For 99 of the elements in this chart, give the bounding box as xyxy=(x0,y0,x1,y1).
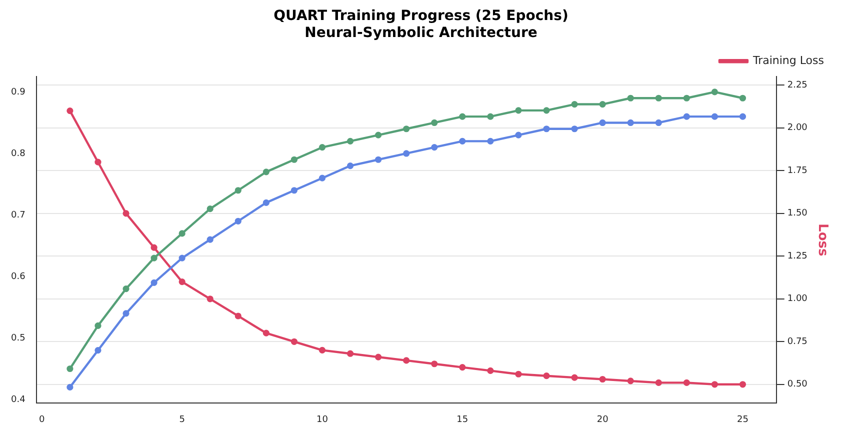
point xyxy=(515,370,522,378)
x-tick-label: 15 xyxy=(456,414,468,425)
point xyxy=(599,376,606,383)
y2-axis-title: Loss xyxy=(814,224,830,256)
point xyxy=(543,126,550,132)
point xyxy=(683,379,690,386)
point xyxy=(346,138,354,144)
y2-tick-label: 1.50 xyxy=(787,208,808,219)
point xyxy=(290,156,298,163)
point xyxy=(655,379,662,386)
point xyxy=(543,107,550,114)
point xyxy=(403,126,410,132)
point xyxy=(431,119,438,126)
y2-tick-label: 2.25 xyxy=(787,80,808,90)
point xyxy=(571,126,578,132)
point xyxy=(234,312,242,320)
point xyxy=(739,381,746,388)
point xyxy=(262,199,270,206)
y-tick-label: 0.5 xyxy=(10,333,26,344)
point xyxy=(459,364,466,371)
y-tick-label: 0.9 xyxy=(10,87,26,98)
point xyxy=(375,156,382,163)
point xyxy=(403,357,410,364)
point xyxy=(571,374,578,381)
point xyxy=(66,365,74,372)
x-tick-label: 25 xyxy=(736,414,748,425)
point xyxy=(459,138,466,144)
point xyxy=(318,346,326,354)
point xyxy=(403,150,410,157)
point xyxy=(318,144,326,151)
point xyxy=(655,119,662,126)
point xyxy=(655,94,662,102)
point xyxy=(150,244,158,251)
point xyxy=(739,94,746,102)
point xyxy=(571,100,578,108)
point xyxy=(94,347,102,354)
point xyxy=(178,278,186,286)
point xyxy=(683,113,690,120)
y-tick-label: 0.8 xyxy=(10,148,26,159)
point xyxy=(487,113,494,120)
point xyxy=(318,174,326,182)
x-tick-label: 0 xyxy=(39,414,46,425)
point xyxy=(346,350,354,357)
point xyxy=(234,218,242,224)
y2-tick-label: 2.00 xyxy=(787,123,808,134)
point xyxy=(122,286,130,292)
point xyxy=(599,100,606,108)
chart-subtitle: Neural-Symbolic Architecture xyxy=(304,24,538,41)
point xyxy=(487,367,494,374)
point xyxy=(459,113,466,120)
point xyxy=(262,168,270,176)
y2-tick-label: 1.00 xyxy=(787,294,808,304)
point xyxy=(711,88,718,96)
y2-tick-label: 0.75 xyxy=(787,336,808,347)
point xyxy=(627,378,634,384)
point xyxy=(178,254,186,262)
point xyxy=(206,236,214,243)
point xyxy=(94,322,102,329)
point xyxy=(150,279,158,286)
x-tick-label: 20 xyxy=(596,414,609,425)
point xyxy=(627,94,634,102)
point xyxy=(431,360,438,368)
x-tick-label: 10 xyxy=(316,414,328,425)
x-tick-label: 5 xyxy=(179,414,185,425)
point xyxy=(150,254,158,262)
y2-tick-label: 1.25 xyxy=(787,251,808,262)
point xyxy=(94,158,102,166)
point xyxy=(599,119,606,126)
y2-tick-label: 0.50 xyxy=(787,380,808,390)
point xyxy=(178,230,186,237)
point xyxy=(431,144,438,151)
point xyxy=(711,113,718,120)
point xyxy=(515,107,522,114)
point xyxy=(206,296,214,302)
point xyxy=(375,132,382,138)
point xyxy=(543,372,550,380)
point xyxy=(515,132,522,138)
y-tick-label: 0.7 xyxy=(10,210,26,220)
point xyxy=(290,187,298,194)
y-tick-label: 0.6 xyxy=(10,272,26,282)
point xyxy=(346,162,354,170)
point xyxy=(487,138,494,144)
point xyxy=(739,113,746,120)
point xyxy=(683,94,690,102)
point xyxy=(66,384,74,391)
y2-tick-label: 1.75 xyxy=(787,166,808,176)
point xyxy=(66,108,74,114)
chart-title: QUART Training Progress (25 Epochs) xyxy=(274,8,568,24)
point xyxy=(206,206,214,212)
legend-label: Training Loss xyxy=(752,54,824,67)
point xyxy=(234,187,242,194)
point xyxy=(262,330,270,336)
point xyxy=(375,354,382,360)
point xyxy=(122,310,130,317)
point xyxy=(290,338,298,345)
point xyxy=(627,119,634,126)
point xyxy=(122,210,130,217)
y-tick-label: 0.4 xyxy=(10,394,26,405)
point xyxy=(711,381,718,388)
